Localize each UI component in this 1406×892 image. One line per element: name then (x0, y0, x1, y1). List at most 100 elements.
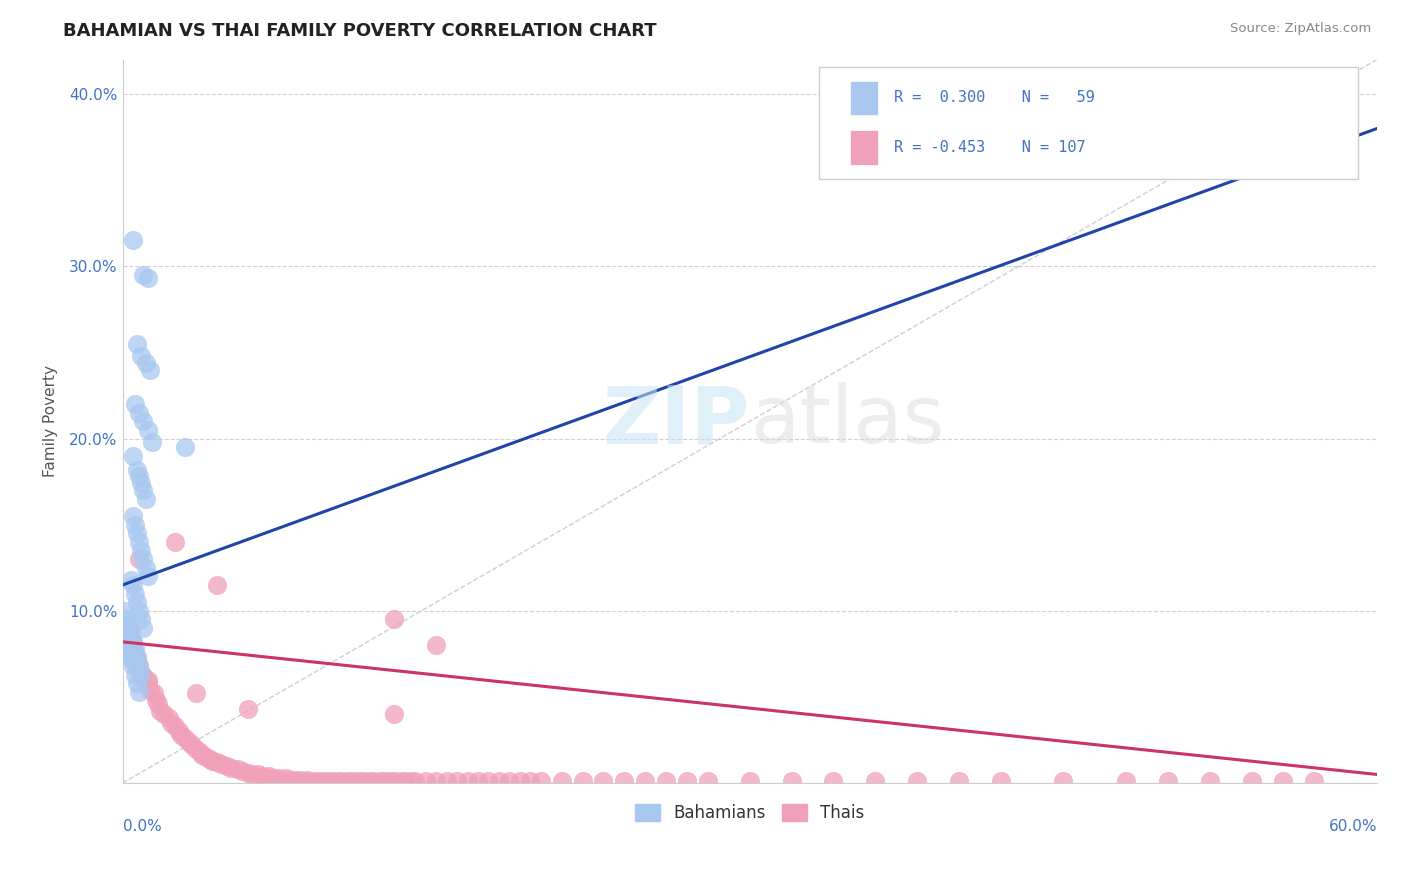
Point (122, 509, 145, 524)
Point (127, 462, 149, 476)
Point (131, 667, 153, 681)
Point (124, 656, 146, 670)
Point (236, 765, 259, 780)
Point (128, 659, 150, 673)
Point (295, 772, 318, 787)
Point (226, 762, 249, 776)
FancyBboxPatch shape (818, 67, 1358, 179)
Point (139, 683, 162, 698)
Point (141, 435, 163, 450)
Point (415, 774, 437, 789)
Point (124, 641, 146, 656)
Text: 0.0%: 0.0% (122, 819, 162, 834)
Point (127, 336, 149, 351)
Point (347, 774, 370, 789)
Point (498, 774, 520, 789)
Point (179, 735, 201, 749)
Point (135, 356, 157, 370)
Point (488, 774, 510, 789)
Text: atlas: atlas (749, 383, 945, 460)
Point (321, 774, 343, 789)
Point (120, 638, 142, 652)
Point (174, 440, 197, 454)
Point (136, 423, 159, 437)
Point (118, 647, 141, 661)
Point (127, 650, 149, 665)
Point (436, 774, 458, 789)
Point (191, 748, 214, 763)
Point (231, 764, 253, 778)
Point (122, 449, 145, 463)
Point (124, 397, 146, 411)
Point (128, 659, 150, 673)
Point (122, 647, 145, 661)
Point (153, 707, 176, 722)
Point (131, 349, 153, 363)
Point (309, 774, 332, 789)
Point (1157, 774, 1180, 789)
Point (1271, 774, 1294, 789)
Point (118, 630, 141, 644)
Point (157, 710, 180, 724)
Point (240, 767, 263, 781)
Point (127, 676, 149, 690)
Point (122, 659, 145, 673)
Point (382, 612, 405, 626)
Point (132, 669, 155, 683)
Bar (851, 129, 877, 164)
Point (252, 769, 274, 783)
Point (634, 774, 657, 789)
Point (127, 526, 149, 541)
Point (114, 604, 136, 618)
Point (127, 652, 149, 666)
Point (120, 624, 142, 639)
Point (195, 750, 218, 764)
Point (269, 771, 291, 785)
Legend: Bahamians, Thais: Bahamians, Thais (628, 797, 872, 829)
Point (122, 234, 145, 248)
Point (205, 578, 228, 592)
Point (337, 774, 360, 789)
Point (136, 569, 159, 583)
Point (550, 774, 572, 789)
Point (124, 647, 146, 661)
Text: 60.0%: 60.0% (1329, 819, 1376, 834)
Point (136, 676, 159, 690)
Point (184, 686, 207, 700)
Point (290, 772, 312, 787)
Point (467, 774, 489, 789)
Point (571, 774, 593, 789)
Point (330, 774, 353, 789)
Point (247, 767, 270, 781)
Point (124, 586, 146, 600)
Point (738, 774, 761, 789)
Point (132, 552, 155, 566)
Point (389, 774, 412, 789)
Point (1303, 774, 1326, 789)
Point (394, 774, 416, 789)
Point (863, 774, 886, 789)
Text: R =  0.300    N =   59: R = 0.300 N = 59 (894, 90, 1095, 105)
Point (128, 685, 150, 699)
Point (136, 271, 159, 285)
Point (132, 483, 155, 498)
Point (1115, 774, 1137, 789)
Point (132, 414, 155, 428)
Point (342, 774, 364, 789)
Point (132, 621, 155, 635)
Point (655, 774, 678, 789)
Point (135, 560, 157, 574)
Point (136, 673, 159, 687)
Point (128, 604, 150, 618)
Point (131, 665, 153, 680)
Point (145, 693, 167, 707)
Point (274, 771, 297, 785)
Point (316, 774, 339, 789)
Point (205, 756, 228, 770)
Point (149, 704, 172, 718)
Point (139, 362, 162, 376)
Point (592, 774, 614, 789)
Point (257, 769, 280, 783)
Point (285, 772, 308, 787)
Bar (851, 80, 877, 115)
